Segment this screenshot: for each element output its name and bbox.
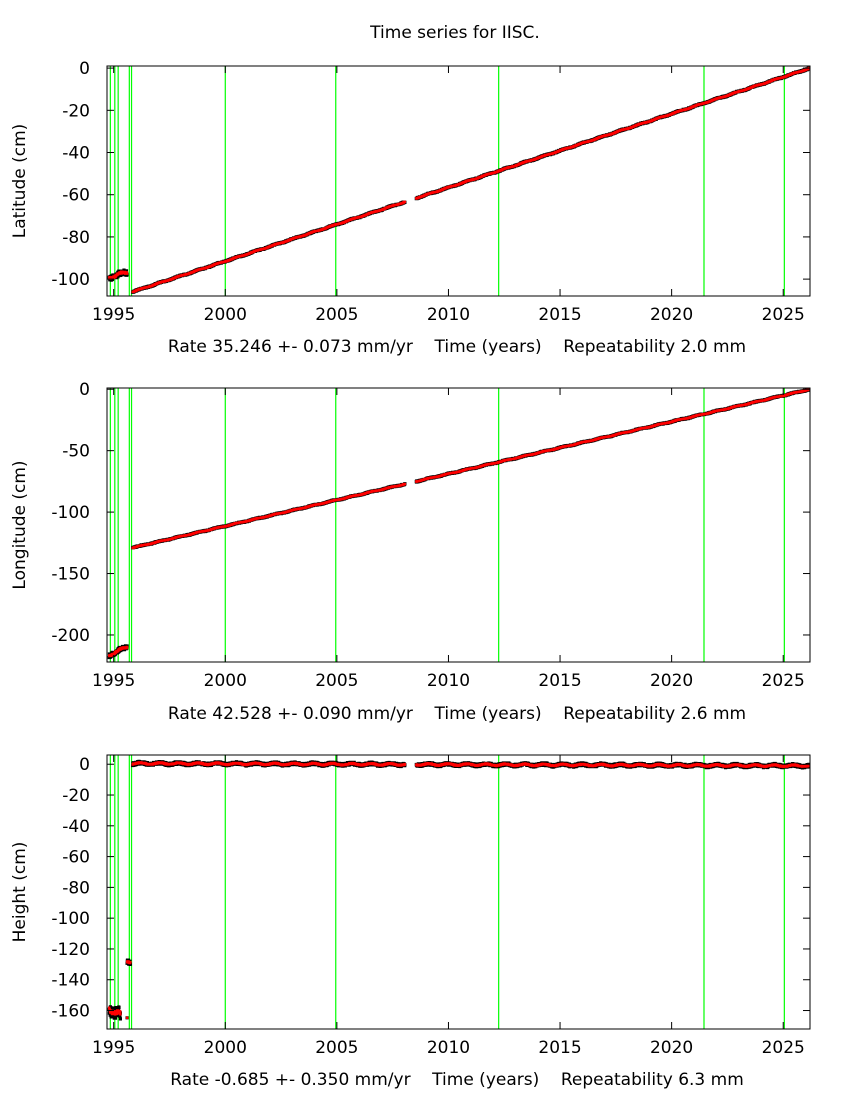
plot-frame	[106, 387, 811, 663]
y-tick-label: -120	[51, 940, 90, 960]
y-tick-label: 0	[79, 59, 90, 79]
panel-3: 1995 2000 2005 2010 2015 2020 2025 0 -20 -40 -60 -8…	[10, 754, 811, 1090]
y-tick-label: -80	[62, 228, 90, 248]
x-tick-label: 2015	[538, 305, 581, 325]
y-tick-label: -200	[51, 626, 90, 646]
y-tick-label: 0	[79, 755, 90, 775]
x-tick-label: 2025	[762, 1038, 805, 1058]
x-tick-label: 2010	[427, 671, 470, 691]
y-tick-label: -40	[62, 817, 90, 837]
x-tick-label: 2010	[427, 1038, 470, 1058]
x-tick-label: 2010	[427, 305, 470, 325]
y-tick-label: -160	[51, 1002, 90, 1022]
x-tick-label: 2005	[315, 1038, 358, 1058]
panel-1: 1995 2000 2005 2010 2015 2020 2025 0 -20 -40 -60 -8…	[10, 59, 811, 357]
x-tick-label: 2005	[315, 671, 358, 691]
x-tick-label: 2020	[650, 1038, 693, 1058]
plot-area	[107, 66, 810, 296]
plot-area	[107, 755, 810, 1029]
x-tick-label: 2000	[204, 671, 247, 691]
y-tick-label: -100	[51, 270, 90, 290]
plot-frame	[106, 754, 811, 1030]
x-tick-label: 2015	[538, 1038, 581, 1058]
x-tick-label: 2000	[204, 305, 247, 325]
y-tick-label: -20	[62, 101, 90, 121]
plot-area	[107, 388, 810, 662]
y-tick-label: -40	[62, 144, 90, 164]
y-tick-label: -140	[51, 971, 90, 991]
x-tick-label: 2025	[762, 671, 805, 691]
x-tick-label: 2020	[650, 305, 693, 325]
x-tick-label: 2020	[650, 671, 693, 691]
panel-2: 1995 2000 2005 2010 2015 2020 2025 0 -50 -100 -150…	[10, 380, 811, 724]
plot-frame	[106, 65, 811, 297]
x-tick-label: 2005	[315, 305, 358, 325]
y-axis-label: Height (cm)	[10, 842, 30, 943]
y-tick-label: -100	[51, 503, 90, 523]
x-axis-label: Rate 35.246 +- 0.073 mm/yr Time (years) …	[168, 337, 746, 357]
x-tick-label: 1995	[92, 671, 135, 691]
y-tick-label: -80	[62, 878, 90, 898]
raw-series-points	[107, 66, 810, 294]
x-tick-label: 2025	[762, 305, 805, 325]
figure-title: Time series for IISC.	[369, 23, 540, 43]
y-tick-label: 0	[79, 380, 90, 400]
y-tick-label: -100	[51, 909, 90, 929]
x-axis-label: Rate -0.685 +- 0.350 mm/yr Time (years) …	[170, 1070, 744, 1090]
y-tick-label: -60	[62, 186, 90, 206]
y-tick-label: -20	[62, 786, 90, 806]
y-axis-label: Latitude (cm)	[10, 124, 30, 239]
panels: 1995 2000 2005 2010 2015 2020 2025 0 -20 -40 -60 -8…	[10, 59, 811, 1090]
x-axis-label: Rate 42.528 +- 0.090 mm/yr Time (years) …	[168, 704, 746, 724]
y-tick-label: -150	[51, 565, 90, 585]
x-tick-label: 2000	[204, 1038, 247, 1058]
y-tick-label: -50	[62, 442, 90, 462]
y-tick-label: -60	[62, 848, 90, 868]
y-axis-label: Longitude (cm)	[10, 460, 30, 589]
x-tick-label: 1995	[92, 1038, 135, 1058]
x-tick-label: 2015	[538, 671, 581, 691]
x-tick-label: 1995	[92, 305, 135, 325]
